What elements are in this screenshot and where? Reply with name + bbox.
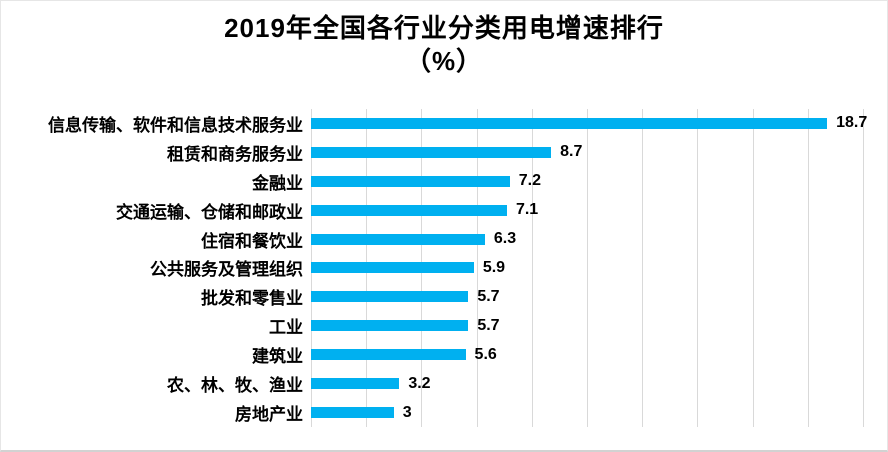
chart-row: 房地产业 3 xyxy=(1,398,887,427)
chart-row: 批发和零售业 5.7 xyxy=(1,282,887,311)
data-bar xyxy=(311,175,510,187)
bar-track: 5.7 xyxy=(311,311,863,340)
chart-row: 工业 5.7 xyxy=(1,311,887,340)
chart-row: 交通运输、仓储和邮政业 7.1 xyxy=(1,196,887,225)
category-label: 信息传输、软件和信息技术服务业 xyxy=(48,115,303,135)
bar-track: 8.7 xyxy=(311,138,863,167)
category-label: 农、林、牧、渔业 xyxy=(167,376,303,396)
chart-row: 金融业 7.2 xyxy=(1,167,887,196)
bar-track: 3 xyxy=(311,398,863,427)
gridline xyxy=(697,109,699,427)
data-bar xyxy=(311,146,552,158)
data-bar xyxy=(311,262,474,274)
plot-area: 信息传输、软件和信息技术服务业 18.7 租赁和商务服务业 8.7 金融业 7.2 交通运输… xyxy=(1,109,887,427)
chart-row: 住宿和餐饮业 6.3 xyxy=(1,225,887,254)
bar-track: 5.9 xyxy=(311,254,863,283)
data-bar xyxy=(311,378,400,390)
bar-track: 3.2 xyxy=(311,369,863,398)
data-bar xyxy=(311,204,507,216)
category-label: 建筑业 xyxy=(252,347,303,367)
data-bar xyxy=(311,291,469,303)
gridline xyxy=(642,109,644,427)
data-bar xyxy=(311,320,469,332)
bar-track: 6.3 xyxy=(311,225,863,254)
value-label: 5.7 xyxy=(477,316,500,334)
chart-title-line2: （%） xyxy=(404,46,484,77)
bar-track: 7.2 xyxy=(311,167,863,196)
gridline xyxy=(752,109,754,427)
category-label: 住宿和餐饮业 xyxy=(201,231,303,251)
value-label: 7.1 xyxy=(515,201,539,219)
bar-track: 7.1 xyxy=(311,196,863,225)
value-label: 8.7 xyxy=(560,143,583,161)
chart-row: 信息传输、软件和信息技术服务业 18.7 xyxy=(1,109,887,138)
category-label: 租赁和商务服务业 xyxy=(167,144,303,164)
gridline xyxy=(587,109,588,427)
value-label: 3.2 xyxy=(408,374,431,392)
value-label: 18.7 xyxy=(836,114,868,132)
gridline xyxy=(863,109,864,427)
chart-row: 建筑业 5.6 xyxy=(1,340,887,369)
chart-title: 2019年全国各行业分类用电增速排行 （%） xyxy=(1,1,887,78)
bar-track: 18.7 xyxy=(311,109,867,138)
chart-title-line1: 2019年全国各行业分类用电增速排行 xyxy=(224,13,664,43)
data-bar xyxy=(311,117,828,129)
chart-row: 租赁和商务服务业 8.7 xyxy=(1,138,887,167)
chart-row: 公共服务及管理组织 5.9 xyxy=(1,254,887,283)
gridline xyxy=(807,109,809,427)
value-label: 5.9 xyxy=(482,258,506,276)
bar-track: 5.6 xyxy=(311,340,863,369)
category-label: 金融业 xyxy=(252,173,303,193)
category-label: 交通运输、仓储和邮政业 xyxy=(116,202,303,222)
value-label: 6.3 xyxy=(493,230,517,248)
value-label: 7.2 xyxy=(518,172,541,190)
chart-row: 农、林、牧、渔业 3.2 xyxy=(1,369,887,398)
data-bar xyxy=(311,407,394,419)
gridline xyxy=(531,109,533,427)
value-label: 5.7 xyxy=(477,287,500,305)
value-label: 5.6 xyxy=(474,345,497,363)
category-label: 批发和零售业 xyxy=(201,289,303,309)
gridline xyxy=(476,109,478,427)
bar-rows: 信息传输、软件和信息技术服务业 18.7 租赁和商务服务业 8.7 金融业 7.2 交通运输… xyxy=(1,109,887,427)
value-label: 3 xyxy=(402,403,412,421)
data-bar xyxy=(311,233,485,245)
category-label: 工业 xyxy=(269,318,303,338)
category-label: 公共服务及管理组织 xyxy=(150,260,303,280)
category-label: 房地产业 xyxy=(235,405,303,425)
bar-track: 5.7 xyxy=(311,282,863,311)
data-bar xyxy=(311,349,466,361)
